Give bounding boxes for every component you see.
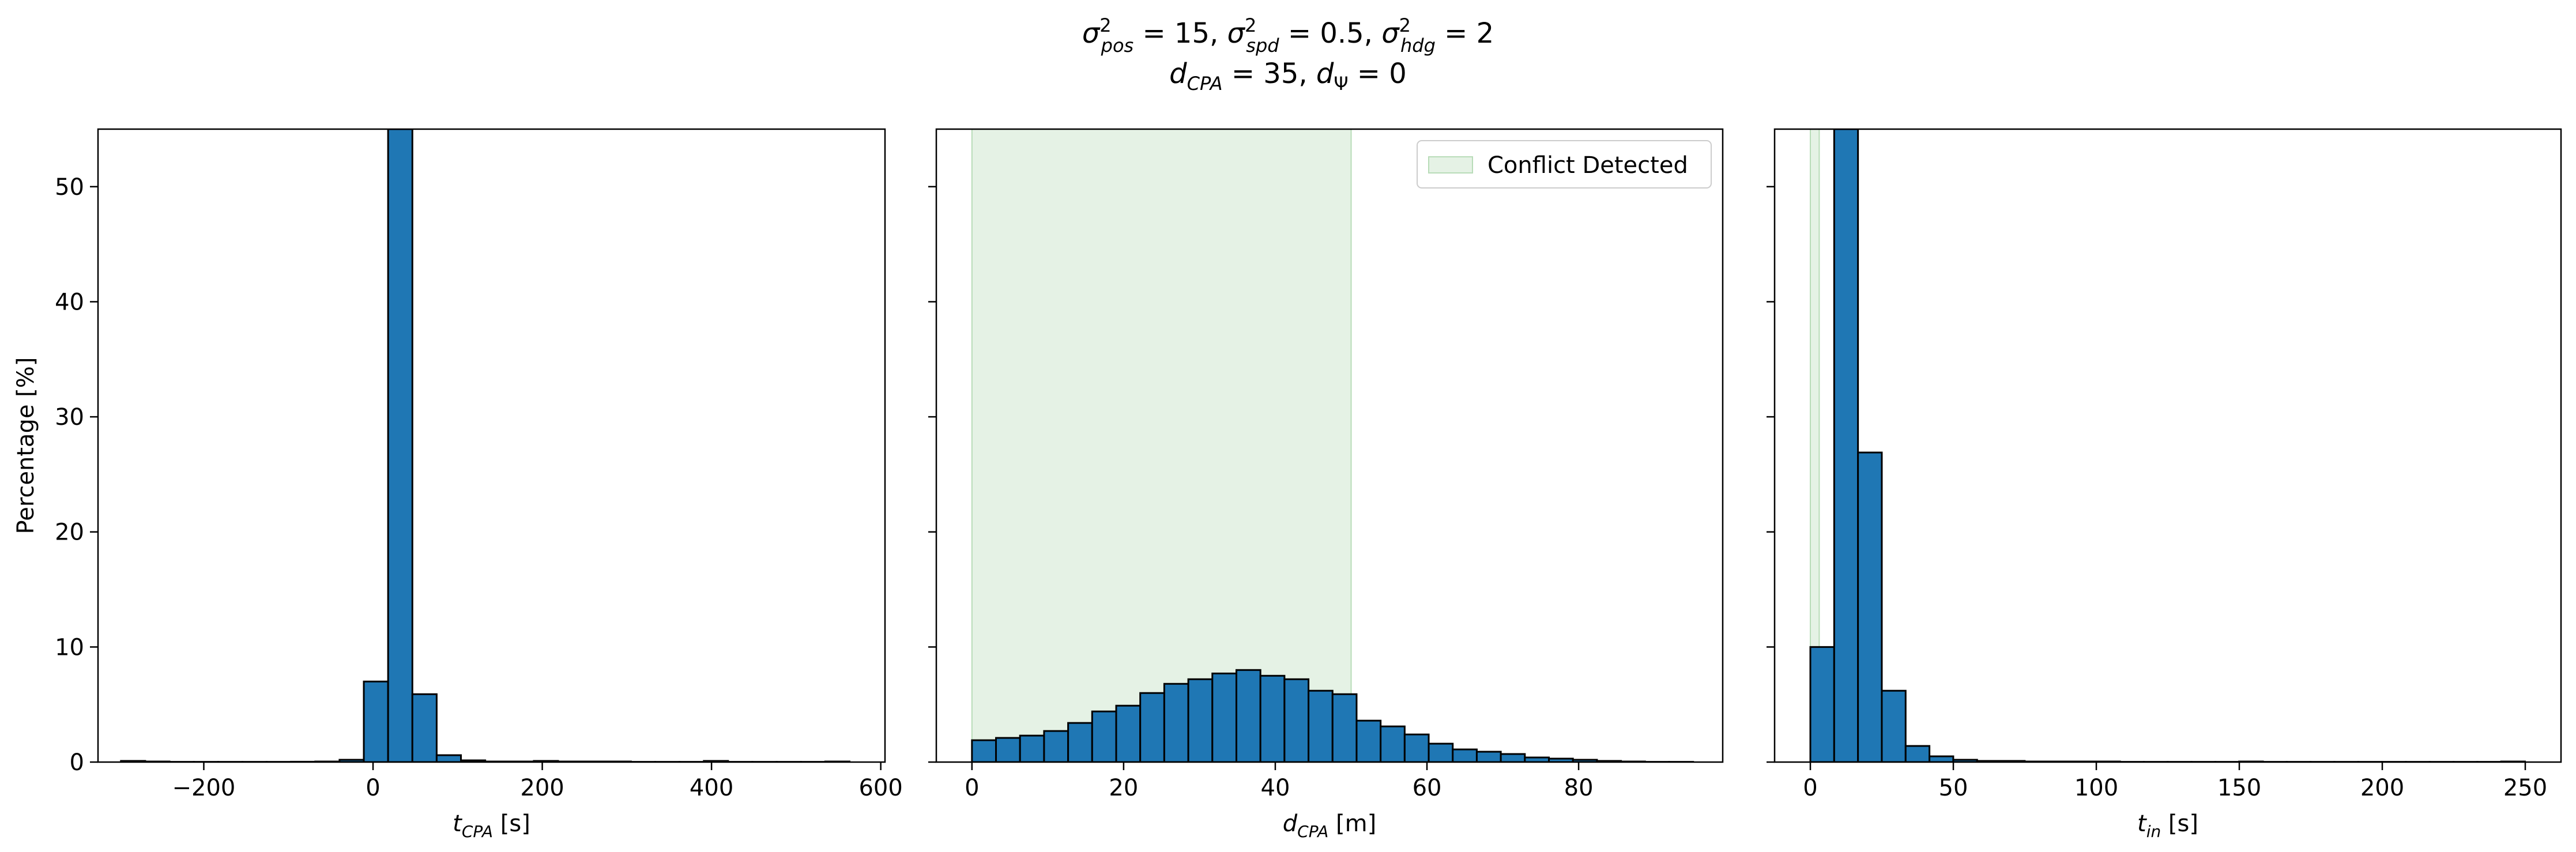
histogram-bar [995,737,1021,762]
x-axis-label: dCPA [m] [1283,810,1376,841]
x-tick-label: −200 [172,775,236,801]
figure-title-line1: σ2 pos = 15, σ2 spd = 0.5, σ2 hdg = 2 [1082,14,1494,56]
y-tick-label: 0 [70,749,84,776]
legend: Conflict Detected [1417,140,1712,189]
x-tick-label: 600 [858,775,902,801]
legend-frame [1417,140,1712,189]
histogram-bar [1283,678,1310,762]
histogram-bar [1259,674,1286,762]
histogram-bar [1355,719,1382,762]
histogram-bar [1428,742,1454,762]
histogram-bar [1163,683,1189,762]
x-tick-label: 400 [690,775,733,801]
x-axis-label-main: d [1283,810,1298,837]
x-axis-label-unit: [s] [2161,810,2198,837]
x-tick-label: 0 [366,775,380,801]
histogram-bar [1452,748,1478,762]
y-tick-label: 30 [55,404,84,431]
histogram-bar [411,693,438,762]
x-tick-label: 0 [965,775,979,801]
histogram-bar [1833,129,1859,762]
axes-frame [935,128,1724,763]
y-tick-label: 40 [55,289,84,315]
histogram-bar [1091,710,1117,762]
histogram-bar [1857,451,1883,762]
figure-title: σ2 pos = 15, σ2 spd = 0.5, σ2 hdg = 2 dCPA … [1082,14,1494,95]
panel-tin: 0 50 100 150 200 250 tin [s] [1767,128,2562,841]
x-tick-label: 200 [520,775,564,801]
histogram-bar [1904,745,1931,762]
y-axis-label: Percentage [%] [13,357,39,534]
x-tick-label: 100 [2074,775,2118,801]
x-axis-label: tin [s] [2137,810,2198,841]
plot-area [1809,129,2526,762]
x-axis-label: tCPA [s] [453,810,530,841]
histogram-bar [1500,753,1526,762]
histogram-bar [1067,722,1093,762]
x-axis-label-unit: [s] [493,810,530,837]
histogram-bar [1331,693,1358,762]
histogram-bar [1475,751,1502,762]
histogram-bar [1115,704,1142,762]
x-tick-label: 60 [1413,775,1442,801]
histogram-bar [1235,669,1261,762]
histogram-bar [1139,692,1165,762]
x-axis-label-main: t [453,810,462,837]
histogram-bar [1187,678,1214,762]
histogram-bar [435,754,462,762]
legend-swatch [1428,156,1473,174]
conflict-region [971,129,1352,762]
x-axis-label-main: t [2137,810,2147,837]
plot-area [120,129,851,762]
histogram-bar [1019,734,1045,762]
x-tick-label: 200 [2360,775,2404,801]
histogram-bar [1043,730,1069,762]
histogram-bar [1380,725,1406,762]
x-axis-label-sub: CPA [1297,822,1328,841]
histogram-bar [971,739,997,762]
x-tick-label: 150 [2217,775,2261,801]
histogram-bar [1929,755,1954,762]
x-tick-label: 50 [1939,775,1968,801]
histogram-bar [1403,733,1430,762]
axes-frame [1773,128,2562,763]
figure-title-line2: dCPA = 35, dΨ = 0 [1169,58,1407,95]
panel-dcpa: 0 20 40 60 80 dCPA [m] Conflict Detected [928,128,1724,841]
x-tick-label: 20 [1109,775,1138,801]
y-tick-label: 50 [55,174,84,201]
histogram-bar [1881,689,1907,762]
x-axis-label-unit: [m] [1328,810,1376,837]
x-tick-label: 40 [1261,775,1290,801]
x-tick-label: 0 [1803,775,1817,801]
axes-frame [97,128,886,763]
x-axis-label-sub: in [2146,822,2161,841]
panel-tcpa: −200 0 200 400 600 0 10 20 30 40 50 tCPA [s] Percent… [13,128,903,841]
y-tick-label: 20 [55,519,84,546]
y-tick-label: 10 [55,634,84,661]
histogram-bar [1211,672,1237,762]
histogram-bar [1308,689,1334,762]
histogram-bar [1809,646,1835,762]
x-axis-label-sub: CPA [462,822,493,841]
histogram-bar [387,129,413,762]
histogram-bar [363,680,389,762]
x-tick-label: 80 [1564,775,1594,801]
legend-label: Conflict Detected [1487,152,1688,179]
conflict-region [1810,129,1820,762]
x-tick-label: 250 [2503,775,2547,801]
plot-area [971,129,1694,762]
